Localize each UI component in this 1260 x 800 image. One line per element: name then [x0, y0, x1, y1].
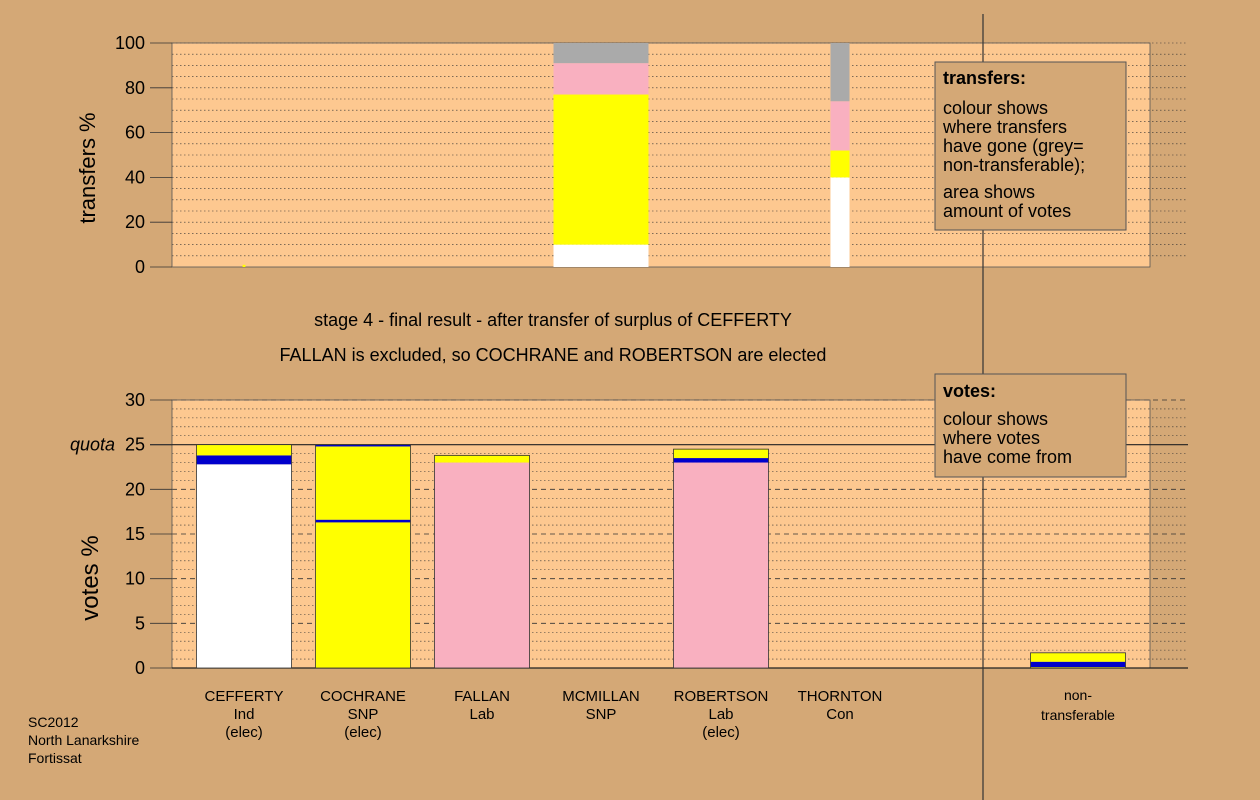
candidate-name-label: MCMILLAN: [562, 688, 640, 705]
candidate-party-label: Con: [826, 706, 854, 723]
candidate-status-label: (elec): [225, 724, 263, 741]
transfers-legend-line: where transfers: [942, 117, 1067, 137]
votes-legend-line: colour shows: [943, 409, 1048, 429]
votes-bars: [196, 444, 1126, 669]
votes-legend-line: have come from: [943, 447, 1072, 467]
footer-ward: Fortissat: [28, 750, 82, 766]
votes-bar-segment: [315, 446, 411, 520]
transfers-bars: [242, 43, 850, 267]
transfers-y-ticks: 0 20 40 60 80 100: [115, 33, 172, 277]
transfers-y-tick-label: 20: [125, 212, 145, 232]
transfers-legend-box: [934, 61, 1127, 231]
votes-bar-segment: [196, 455, 292, 465]
transfers-bar-segment: [553, 94, 649, 245]
transfers-bar-segment: [553, 244, 649, 267]
transfers-bar-segment: [830, 101, 850, 151]
transfers-y-axis-label: transfers %: [75, 112, 100, 223]
candidate-party-label: Lab: [469, 706, 494, 723]
votes-category-labels: CEFFERTYInd(elec)COCHRANESNP(elec)FALLAN…: [205, 687, 1116, 741]
footer-election: SC2012: [28, 714, 79, 730]
candidate-party-label: SNP: [586, 706, 617, 723]
transfers-y-tick-label: 40: [125, 167, 145, 187]
candidate-name-label: CEFFERTY: [205, 688, 284, 705]
transfers-bar-segment: [553, 43, 649, 64]
candidate-party-label: Ind: [234, 706, 255, 723]
transfers-legend-line: amount of votes: [943, 201, 1071, 221]
candidate-party-label: SNP: [348, 706, 379, 723]
votes-bar-segment: [315, 444, 411, 447]
nontransferable-label: non-: [1064, 687, 1092, 703]
votes-y-tick-label: 25: [125, 435, 145, 455]
transfers-legend-line: area shows: [943, 182, 1035, 202]
votes-bar-segment: [315, 519, 411, 523]
transfers-gridlines: [171, 42, 1188, 268]
votes-bar-segment: [434, 462, 530, 668]
footer-council: North Lanarkshire: [28, 732, 139, 748]
transfers-bar-segment: [830, 150, 850, 178]
votes-y-tick-label: 15: [125, 524, 145, 544]
transfers-legend-line: non-transferable);: [943, 155, 1085, 175]
candidate-party-label: Lab: [708, 706, 733, 723]
transfers-y-tick-label: 60: [125, 123, 145, 143]
stage-result-line: FALLAN is excluded, so COCHRANE and ROBE…: [280, 345, 827, 365]
candidate-name-label: THORNTON: [798, 688, 883, 705]
votes-y-axis-label: votes %: [77, 535, 104, 620]
transfers-plot-border: [171, 42, 1151, 268]
transfers-legend-line: colour shows: [943, 98, 1048, 118]
transfers-y-tick-label: 100: [115, 33, 145, 53]
nontransferable-label: transferable: [1041, 707, 1115, 723]
candidate-status-label: (elec): [702, 724, 740, 741]
votes-bar-outline: [315, 444, 411, 669]
transfers-bar-segment: [830, 43, 850, 102]
quota-label: quota: [70, 435, 115, 455]
transfers-legend: transfers: colour shows where transfers …: [934, 61, 1127, 231]
nontransferable-bar-outline: [1030, 652, 1126, 669]
votes-legend-box: [934, 373, 1127, 478]
votes-y-ticks: 0 5 10 15 20 25 30 quota: [70, 390, 172, 678]
candidate-name-label: COCHRANE: [320, 688, 406, 705]
votes-bar-segment: [196, 464, 292, 668]
votes-legend-line: where votes: [942, 428, 1040, 448]
votes-y-tick-label: 5: [135, 613, 145, 633]
votes-bar-segment: [315, 522, 411, 668]
transfers-y-tick-label: 80: [125, 78, 145, 98]
votes-bar-segment: [434, 455, 530, 463]
votes-bar-segment: [673, 458, 769, 463]
transfers-legend-line: have gone (grey=: [943, 136, 1084, 156]
votes-bar-outline: [434, 454, 530, 669]
votes-bar-outline: [196, 444, 292, 669]
votes-bar-outline: [673, 448, 769, 669]
votes-bar-segment: [673, 449, 769, 459]
votes-y-tick-label: 0: [135, 658, 145, 678]
votes-bar-segment: [196, 444, 292, 456]
nontransferable-bar-segment: [1030, 652, 1126, 662]
votes-y-tick-label: 30: [125, 390, 145, 410]
transfers-bar-segment: [242, 264, 246, 267]
transfers-y-tick-label: 0: [135, 257, 145, 277]
candidate-name-label: ROBERTSON: [674, 688, 769, 705]
transfers-legend-title: transfers:: [943, 68, 1026, 88]
transfers-bar-segment: [553, 63, 649, 95]
votes-legend-title: votes:: [943, 381, 996, 401]
stage-heading: stage 4 - final result - after transfer …: [314, 310, 792, 330]
transfers-bar-segment: [830, 177, 850, 267]
candidate-status-label: (elec): [344, 724, 382, 741]
election-footer: SC2012 North Lanarkshire Fortissat: [28, 714, 139, 766]
nontransferable-bar-segment: [1030, 661, 1126, 668]
votes-legend: votes: colour shows where votes have com…: [934, 373, 1127, 478]
votes-y-tick-label: 10: [125, 569, 145, 589]
candidate-name-label: FALLAN: [454, 688, 510, 705]
votes-bar-segment: [673, 462, 769, 668]
votes-y-tick-label: 20: [125, 479, 145, 499]
